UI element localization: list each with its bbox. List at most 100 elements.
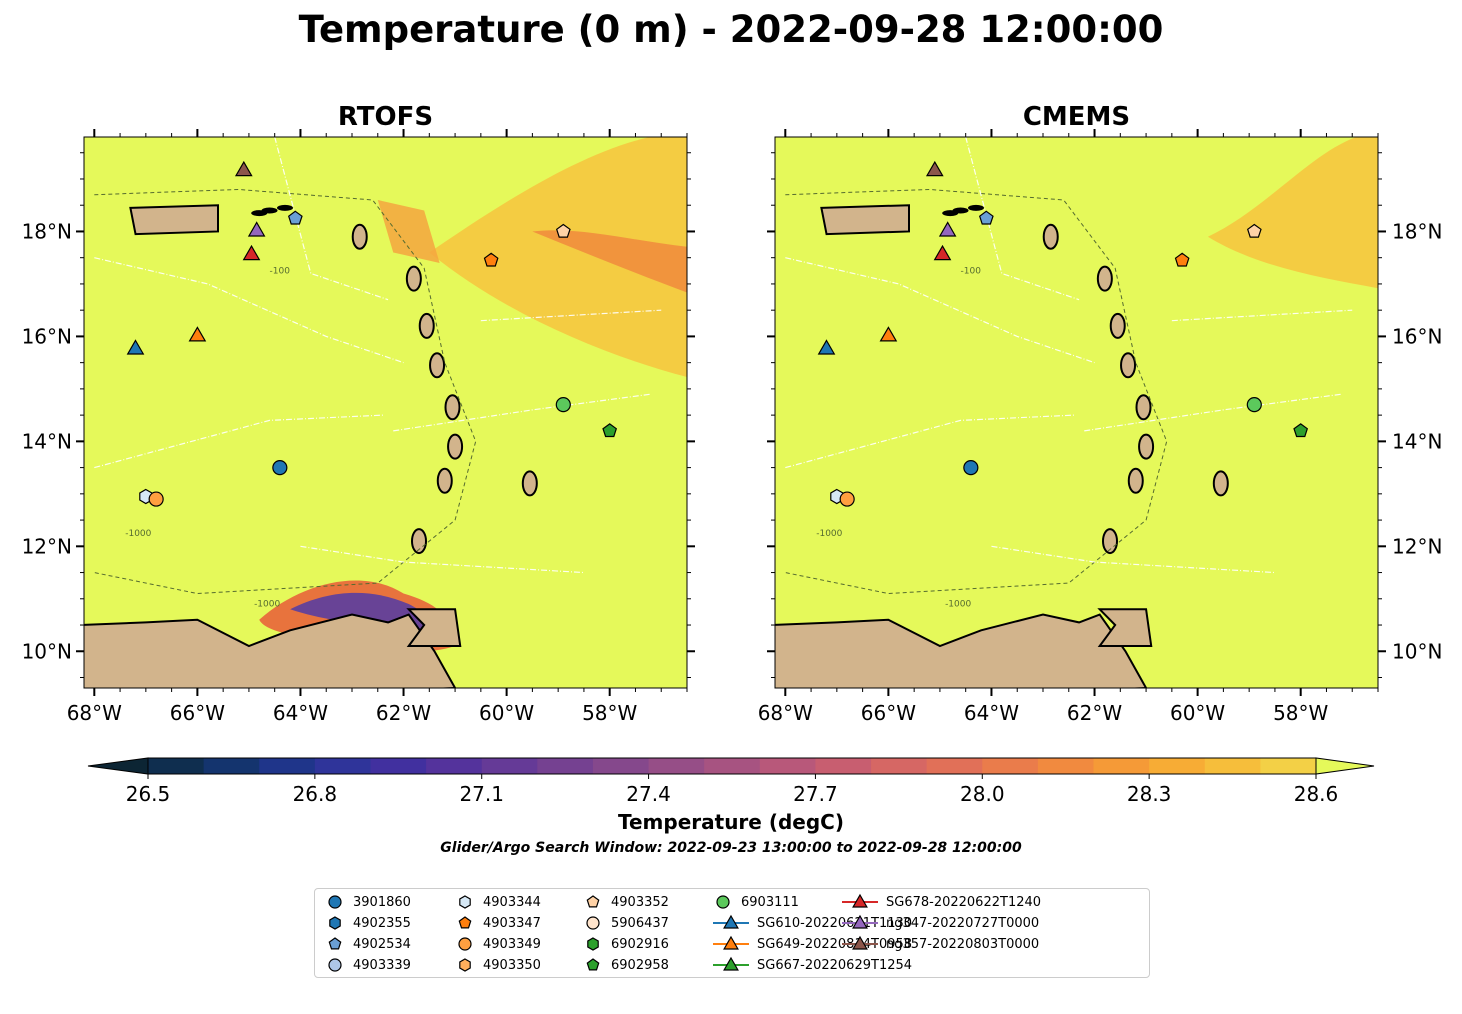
platform-marker-6902958 [1293, 423, 1309, 438]
contour-label: -1000 [945, 600, 971, 610]
platform-marker-SG678-20220622T1240 [933, 244, 952, 261]
panel-title-rtofs: RTOFS [337, 102, 434, 132]
lat-tick-label: 14°N [1392, 429, 1442, 453]
legend-item: SG649-20220814T0958 [713, 935, 912, 953]
island-lesser-antilles [521, 470, 538, 497]
island-lesser-antilles [444, 394, 461, 421]
legend-symbol-4903349 [458, 937, 472, 951]
legend-symbol-4902534 [328, 937, 342, 950]
legend-item: SG667-20220629T1254 [713, 956, 912, 974]
legend-item: SG610-20220621T1130 [713, 914, 912, 932]
platform-marker-ng357-20220803T0000 [925, 160, 944, 177]
legend-item: 3901860 [325, 893, 411, 911]
platform-marker-SG610-20220621T1130 [126, 339, 145, 355]
eez-boundary [94, 257, 404, 364]
legend-item: 4903339 [325, 956, 411, 974]
colorbar-tick-label: 26.8 [293, 782, 338, 806]
island-lesser-antilles [1138, 433, 1155, 460]
island-lesser-antilles [1102, 528, 1118, 555]
legend-label: 4902534 [353, 936, 411, 952]
legend-marker-pentagon [586, 958, 600, 971]
legend-symbol-ng357-20220803T0000 [852, 935, 868, 950]
colorbar-bin [426, 758, 483, 774]
legend-item: SG678-20220622T1240 [842, 893, 1041, 911]
legend-symbol-4903339 [328, 958, 342, 972]
legend-marker-triangle [842, 935, 878, 950]
legend-symbol-4902355 [329, 916, 341, 930]
legend-label: 3901860 [353, 894, 411, 910]
legend-marker-circle [328, 958, 342, 972]
legend-item: 4903350 [455, 956, 541, 974]
lat-tick-label: 18°N [1392, 219, 1442, 243]
legend-label: SG649-20220814T0958 [757, 936, 913, 952]
lon-tick-label: 58°W [582, 701, 637, 725]
lat-tick-label: 10°N [22, 639, 72, 663]
south-america-coast [84, 613, 457, 688]
colorbar-tick-label: 26.5 [126, 782, 171, 806]
platform-marker-SG678-20220622T1240 [242, 244, 261, 261]
legend-label: 4903344 [483, 894, 541, 910]
legend-label: SG610-20220621T1130 [757, 915, 913, 931]
island-lesser-antilles [405, 265, 422, 292]
contour-label: -1000 [125, 529, 151, 539]
legend-marker-pentagon [328, 937, 342, 950]
island-lesser-antilles [447, 433, 464, 460]
legend-marker-hexagon [587, 937, 599, 951]
eez-boundary [965, 137, 1080, 301]
legend-item: 4902534 [325, 935, 411, 953]
colorbar-tick-label: 27.1 [459, 782, 504, 806]
platform-marker-4903349 [839, 491, 855, 507]
legend-symbol-6902916 [587, 937, 599, 951]
legend-item: ng347-20220727T0000 [842, 914, 1039, 932]
lat-tick-label: 12°N [22, 534, 72, 558]
platform-marker-6903111 [555, 397, 571, 413]
colorbar-bin [982, 758, 1039, 774]
legend-marker-triangle [842, 893, 878, 908]
colorbar-label: Temperature (degC) [618, 810, 844, 834]
south-america-coast [775, 613, 1148, 688]
legend-marker-pentagon [458, 916, 472, 929]
eez-boundary [274, 137, 389, 301]
platform-marker-6903111 [1246, 397, 1262, 413]
platform-marker-SG649-20220814T0958 [188, 326, 207, 342]
colorbar-tick-label: 28.6 [1294, 782, 1339, 806]
eez-boundary [1171, 309, 1353, 322]
legend-marker-hexagon [329, 916, 341, 930]
warm-region [1207, 137, 1378, 289]
island-lesser-antilles [1042, 223, 1059, 250]
lon-tick-label: 68°W [67, 701, 122, 725]
legend-label: 6903111 [741, 894, 799, 910]
island-virgin [277, 204, 293, 211]
platform-marker-SG649-20220814T0958 [879, 326, 898, 342]
island-virgin [952, 207, 969, 214]
platform-marker-4902534 [978, 210, 994, 225]
lat-tick-label: 12°N [1392, 534, 1442, 558]
platform-marker-ng357-20220803T0000 [234, 160, 253, 177]
colorbar-bin [648, 758, 705, 774]
island-puerto-rico [820, 204, 910, 236]
contour-label: -1000 [816, 529, 842, 539]
colorbar-bin [1037, 758, 1095, 774]
platform-legend: 3901860 4902355 4902534 4903339 4903344 49033… [314, 888, 1150, 978]
legend-label: SG678-20220622T1240 [886, 894, 1042, 910]
warm-region [429, 137, 687, 378]
lon-tick-label: 60°W [1170, 701, 1225, 725]
contour-label: -100 [961, 266, 982, 276]
island-virgin [261, 207, 278, 214]
legend-label: SG667-20220629T1254 [757, 957, 913, 973]
legend-item: 4902355 [325, 914, 411, 932]
island-lesser-antilles [1120, 352, 1137, 379]
island-lesser-antilles [351, 223, 368, 250]
platform-marker-4903349 [148, 491, 164, 507]
lat-tick-label: 16°N [22, 324, 72, 348]
legend-label: 4903349 [483, 936, 541, 952]
colorbar-bin [815, 758, 872, 774]
colorbar-extend-high [1315, 757, 1375, 775]
island-lesser-antilles [436, 467, 453, 494]
legend-marker-triangle [713, 935, 749, 950]
colorbar-bin [203, 758, 260, 774]
legend-label: 6902916 [611, 936, 669, 952]
cmems-panel: -1000 -1000 -100 68°W 66°W 64°W 62°W 60°W 58°W 18… [758, 129, 1442, 725]
colorbar-bin [1260, 758, 1317, 774]
colorbar-bin [370, 758, 427, 774]
